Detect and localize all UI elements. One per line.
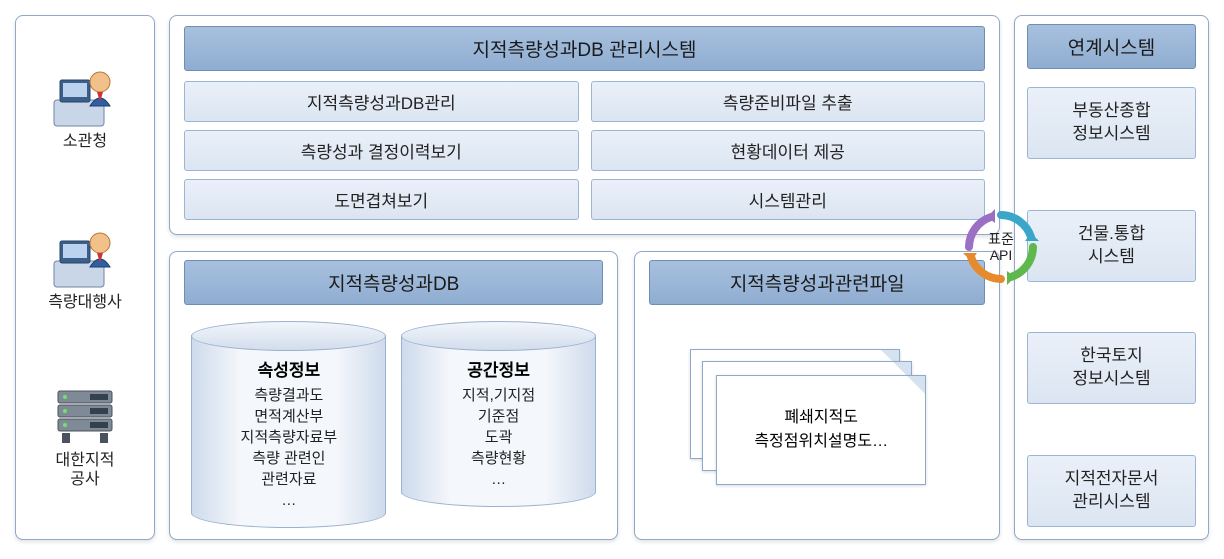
- management-system-panel: 지적측량성과DB 관리시스템 지적측량성과DB관리 측량준비파일 추출 측량성과…: [169, 15, 1000, 235]
- server-rack-icon: [50, 385, 120, 447]
- api-label: 표준API: [988, 231, 1014, 263]
- files-panel: 지적측량성과관련파일 폐쇄지적도 측정점위치설명도…: [634, 251, 1000, 540]
- files-stack: 폐쇄지적도 측정점위치설명도…: [649, 315, 985, 529]
- cylinder-title: 공간정보: [410, 356, 587, 381]
- db-title: 지적측량성과DB: [184, 260, 603, 305]
- diagram-root: 소관청 측량대행사 대한지적: [15, 15, 1209, 540]
- mgmt-cell: 측량준비파일 추출: [591, 81, 986, 122]
- linked-systems-panel: 연계시스템 부동산종합정보시스템 건물.통합시스템 한국토지정보시스템 지적전자…: [1014, 15, 1209, 540]
- actor-label: 대한지적 공사: [56, 451, 115, 489]
- person-desk-icon: [48, 62, 122, 128]
- files-title: 지적측량성과관련파일: [649, 260, 985, 305]
- actor-authority: 소관청: [48, 62, 122, 151]
- linked-list: 부동산종합정보시스템 건물.통합시스템 한국토지정보시스템 지적전자문서관리시스…: [1027, 79, 1196, 527]
- document-front: 폐쇄지적도 측정점위치설명도…: [716, 375, 926, 485]
- mgmt-cell: 현황데이터 제공: [591, 130, 986, 171]
- linked-item: 건물.통합시스템: [1027, 210, 1196, 282]
- mgmt-cell: 시스템관리: [591, 179, 986, 220]
- db-cylinder-spatial: 공간정보 지적,기지점 기준점 도곽 측량현황 …: [401, 321, 596, 507]
- api-ring: 표준API: [961, 207, 1041, 287]
- doc-line: 폐쇄지적도: [784, 406, 858, 430]
- middle-bottom-row: 지적측량성과DB 속성정보 측량결과도 면적계산부 지적측량자료부 측량 관련인…: [169, 251, 1000, 540]
- doc-line: 측정점위치설명도…: [754, 430, 888, 454]
- actor-corporation: 대한지적 공사: [50, 385, 120, 489]
- management-title: 지적측량성과DB 관리시스템: [184, 26, 985, 71]
- management-grid: 지적측량성과DB관리 측량준비파일 추출 측량성과 결정이력보기 현황데이터 제…: [184, 81, 985, 220]
- person-desk-icon: [48, 223, 122, 289]
- actors-panel: 소관청 측량대행사 대한지적: [15, 15, 155, 540]
- middle-column: 지적측량성과DB 관리시스템 지적측량성과DB관리 측량준비파일 추출 측량성과…: [169, 15, 1000, 540]
- linked-title: 연계시스템: [1027, 24, 1196, 69]
- linked-item: 지적전자문서관리시스템: [1027, 455, 1196, 527]
- db-cylinder-attribute: 속성정보 측량결과도 면적계산부 지적측량자료부 측량 관련인 관련자료 …: [191, 321, 386, 528]
- linked-item: 부동산종합정보시스템: [1027, 87, 1196, 159]
- actor-agency: 측량대행사: [48, 223, 122, 312]
- cylinder-title: 속성정보: [200, 356, 377, 381]
- mgmt-cell: 측량성과 결정이력보기: [184, 130, 579, 171]
- mgmt-cell: 지적측량성과DB관리: [184, 81, 579, 122]
- actor-label: 소관청: [63, 132, 107, 151]
- mgmt-cell: 도면겹쳐보기: [184, 179, 579, 220]
- db-panel: 지적측량성과DB 속성정보 측량결과도 면적계산부 지적측량자료부 측량 관련인…: [169, 251, 618, 540]
- db-cylinders: 속성정보 측량결과도 면적계산부 지적측량자료부 측량 관련인 관련자료 … 공…: [184, 315, 603, 529]
- linked-item: 한국토지정보시스템: [1027, 332, 1196, 404]
- actor-label: 측량대행사: [48, 293, 122, 312]
